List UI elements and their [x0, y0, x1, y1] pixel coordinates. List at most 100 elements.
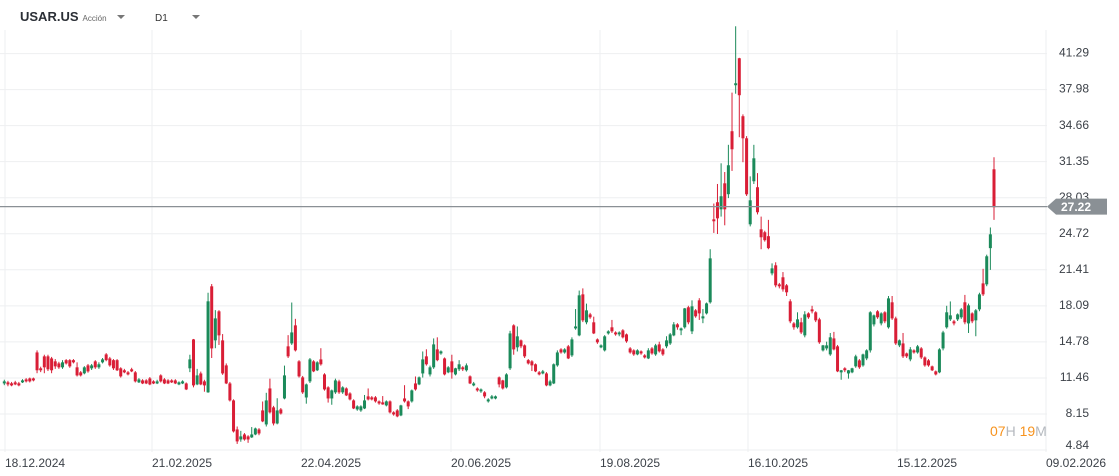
- candle: [992, 157, 996, 220]
- candle: [181, 380, 185, 385]
- candle-body: [541, 371, 545, 374]
- candle-body: [734, 83, 738, 86]
- timeframe-dropdown-chevron-icon[interactable]: [192, 15, 200, 19]
- candle: [963, 294, 967, 325]
- candle: [508, 330, 512, 370]
- candle: [279, 408, 283, 415]
- candle: [970, 312, 974, 324]
- candle: [755, 173, 759, 215]
- candle-body: [257, 429, 261, 434]
- candle-body: [686, 307, 690, 323]
- candle-body: [199, 373, 203, 385]
- date-axis: 18.12.2024 21.02.2025 22.04.2025 20.06.2025…: [5, 456, 1106, 470]
- candle: [650, 347, 654, 355]
- candle-body: [17, 383, 21, 386]
- candle-body: [974, 310, 978, 321]
- candle-body: [111, 360, 115, 369]
- candle: [250, 427, 254, 438]
- candle-body: [908, 349, 912, 360]
- candle-body: [162, 379, 166, 384]
- candle-body: [665, 340, 669, 347]
- candle: [686, 305, 690, 325]
- candle: [588, 312, 592, 319]
- candle: [461, 366, 465, 372]
- candle-body: [490, 396, 494, 399]
- candle-body: [854, 356, 858, 367]
- candle: [232, 399, 236, 433]
- candle-body: [868, 312, 872, 351]
- candle: [373, 396, 377, 403]
- candle: [133, 371, 137, 383]
- candle-body: [646, 350, 650, 359]
- candle-body: [71, 360, 75, 363]
- candle-body: [945, 312, 949, 328]
- candle-body: [435, 349, 439, 361]
- candle: [388, 400, 392, 414]
- symbol-header[interactable]: USAR.US Acción: [20, 9, 125, 24]
- candle: [563, 348, 567, 354]
- candle-countdown: 07H 19M: [990, 423, 1047, 439]
- candle: [170, 379, 174, 384]
- candle-body: [253, 428, 257, 435]
- timeframe-selector[interactable]: D1: [155, 13, 168, 24]
- candle: [523, 344, 527, 358]
- candle-body: [461, 367, 465, 370]
- candle-body: [563, 349, 567, 353]
- candle: [377, 400, 381, 405]
- symbol-dropdown-chevron-icon[interactable]: [116, 15, 125, 19]
- candle-body: [723, 183, 727, 210]
- candle: [464, 363, 468, 372]
- candle: [432, 338, 436, 369]
- candle: [355, 405, 359, 411]
- candle-body: [988, 234, 992, 249]
- candle-body: [894, 318, 898, 344]
- candle-body: [577, 295, 581, 336]
- candle-body: [443, 358, 447, 375]
- candle: [905, 352, 909, 358]
- candle-body: [130, 369, 134, 372]
- candle: [857, 359, 861, 369]
- candle: [610, 319, 614, 333]
- price-tag-shape: [1047, 198, 1107, 215]
- candle-body: [777, 284, 781, 287]
- candle: [399, 404, 403, 417]
- candle: [192, 338, 196, 388]
- candle: [443, 357, 447, 376]
- candle: [628, 347, 632, 354]
- countdown-minutes: 19: [1019, 423, 1036, 439]
- candle-body: [177, 382, 181, 385]
- candle-body: [544, 373, 548, 386]
- candle-body: [657, 344, 661, 352]
- candle: [886, 295, 890, 329]
- candle-body: [450, 361, 454, 373]
- candle: [235, 426, 239, 444]
- candle-body: [632, 350, 636, 355]
- candle: [512, 324, 516, 355]
- candle-body: [475, 388, 479, 391]
- candle: [304, 383, 308, 404]
- candle-body: [195, 375, 199, 385]
- candle: [101, 357, 105, 364]
- candle: [537, 371, 541, 376]
- candle-body: [137, 379, 141, 383]
- candle-body: [672, 324, 676, 336]
- candle-body: [417, 377, 421, 385]
- candle: [290, 302, 294, 345]
- candle: [348, 392, 352, 401]
- candle: [71, 359, 75, 364]
- candle-body: [621, 330, 625, 338]
- candle: [614, 331, 618, 336]
- candle: [126, 371, 130, 376]
- candle: [159, 374, 163, 383]
- candle: [446, 366, 450, 374]
- candle-body: [224, 365, 228, 384]
- candle-body: [981, 283, 985, 295]
- candle-body: [166, 380, 170, 384]
- candle: [632, 349, 636, 356]
- candle-body: [413, 383, 417, 390]
- candle: [202, 379, 206, 392]
- candle-body: [574, 326, 578, 329]
- candle-body: [712, 219, 716, 222]
- candle-body: [952, 321, 956, 324]
